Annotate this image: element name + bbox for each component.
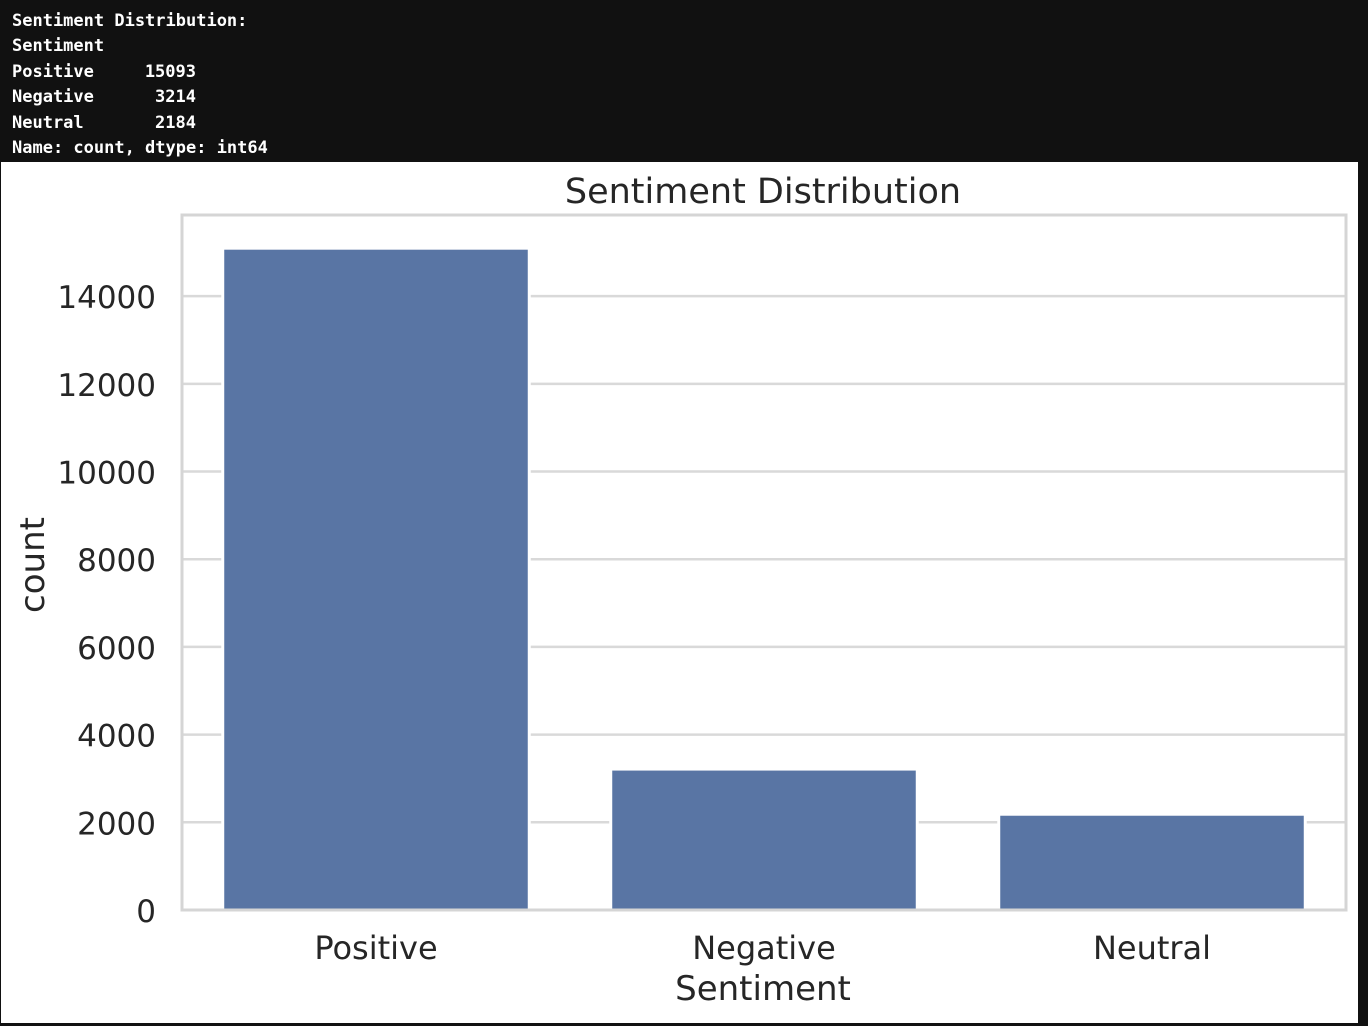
x-tick-label: Negative (692, 929, 836, 967)
console-row-value: 15093 (144, 62, 196, 82)
y-tick-label: 10000 (57, 456, 156, 492)
y-tick-label: 8000 (77, 543, 156, 579)
chart-title: Sentiment Distribution (565, 172, 961, 212)
console-row-value: 3214 (155, 87, 196, 107)
console-row-value: 2184 (155, 113, 196, 133)
bar-positive (221, 246, 531, 912)
y-tick-labels: 0 2000 4000 6000 8000 10000 12000 14000 (57, 280, 156, 930)
console-row-label: Positive (12, 62, 94, 82)
bars (221, 246, 1307, 912)
y-tick-label: 6000 (77, 631, 156, 667)
bar-chart: 0 2000 4000 6000 8000 10000 12000 14000 Positiv… (13, 172, 1348, 1009)
y-axis-label: count (13, 517, 53, 613)
x-tick-label: Positive (314, 929, 437, 967)
console-title-line: Sentiment Distribution: (12, 11, 248, 31)
y-tick-label: 14000 (57, 280, 156, 316)
x-tick-labels: Positive Negative Neutral (314, 929, 1211, 967)
y-tick-label: 12000 (57, 368, 156, 404)
console-row-label: Negative (12, 87, 94, 107)
bar-negative (609, 767, 919, 912)
console-index-name-line: Sentiment (12, 36, 105, 56)
plot-frame (180, 213, 1348, 912)
x-axis-label: Sentiment (675, 969, 851, 1009)
x-tick-label: Neutral (1093, 929, 1211, 967)
console-footer-line: Name: count, dtype: int64 (12, 138, 268, 158)
console-row-label: Neutral (12, 113, 84, 133)
console-output: Sentiment Distribution: Sentiment Positi… (0, 0, 1368, 162)
y-tick-label: 4000 (77, 719, 156, 755)
y-tick-label: 2000 (77, 806, 156, 842)
chart-figure: 0 2000 4000 6000 8000 10000 12000 14000 Positiv… (1, 162, 1358, 1023)
y-tick-label: 0 (136, 894, 156, 930)
bar-neutral (997, 812, 1307, 912)
